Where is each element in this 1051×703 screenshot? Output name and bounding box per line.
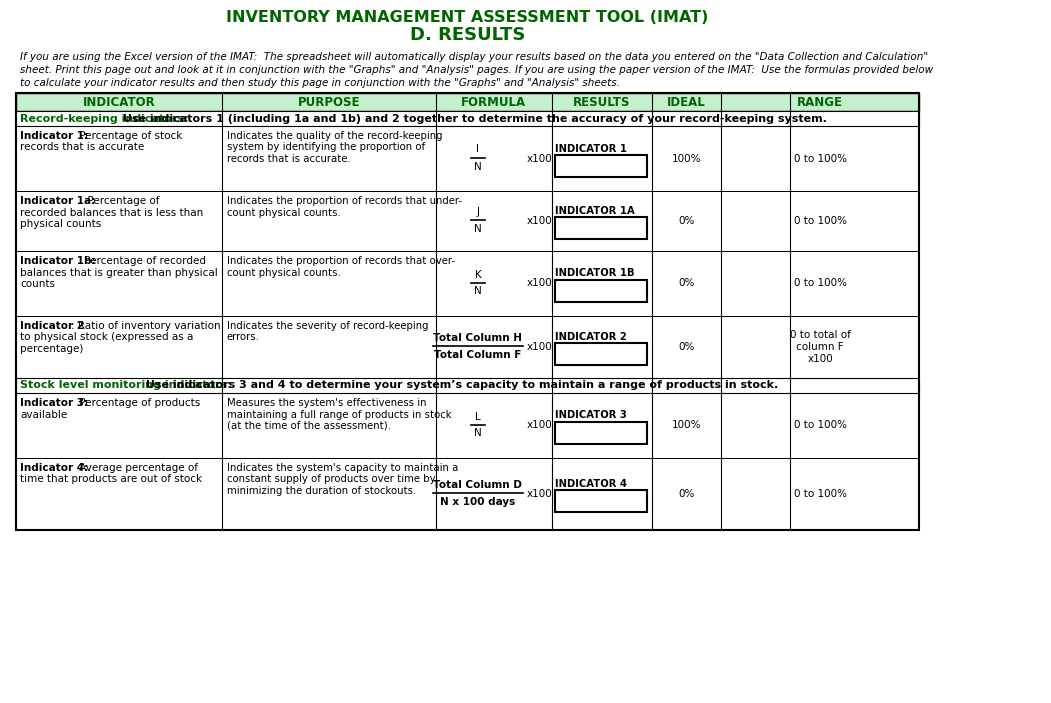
Text: system by identifying the proportion of: system by identifying the proportion of	[227, 143, 425, 153]
Text: Indicator 1a:: Indicator 1a:	[20, 196, 96, 206]
Text: INDICATOR 4: INDICATOR 4	[555, 479, 627, 489]
Text: Indicator 4:: Indicator 4:	[20, 463, 88, 473]
Bar	[555, 217, 647, 239]
Text: PURPOSE: PURPOSE	[298, 96, 360, 108]
Text: Record-keeping indicators:: Record-keeping indicators:	[20, 113, 188, 124]
Text: records that is accurate: records that is accurate	[20, 143, 145, 153]
Text: : Ratio of inventory variation: : Ratio of inventory variation	[71, 321, 221, 331]
Text: INDICATOR 3: INDICATOR 3	[555, 411, 627, 420]
Bar	[16, 111, 920, 126]
Text: Use indicators 1 (including 1a and 1b) and 2 together to determine the accuracy : Use indicators 1 (including 1a and 1b) a…	[119, 113, 827, 124]
Text: errors.: errors.	[227, 333, 260, 342]
Text: INDICATOR 2: INDICATOR 2	[555, 332, 627, 342]
Text: Total Column H: Total Column H	[433, 333, 522, 343]
Text: physical counts: physical counts	[20, 219, 102, 229]
Text: Total Column D: Total Column D	[433, 480, 522, 490]
Text: 0%: 0%	[678, 342, 695, 352]
Text: Indicates the proportion of records that over-: Indicates the proportion of records that…	[227, 256, 455, 266]
Bar	[555, 490, 647, 512]
Text: INDICATOR 1A: INDICATOR 1A	[555, 206, 635, 216]
Text: If you are using the Excel version of the IMAT:  The spreadsheet will automatica: If you are using the Excel version of th…	[20, 52, 928, 62]
Text: Average percentage of: Average percentage of	[76, 463, 198, 473]
Text: N: N	[474, 287, 481, 297]
Text: 0%: 0%	[678, 216, 695, 226]
Text: records that is accurate.: records that is accurate.	[227, 154, 351, 164]
Text: N x 100 days: N x 100 days	[440, 497, 516, 507]
Text: Stock level monitoring indicators:: Stock level monitoring indicators:	[20, 380, 231, 390]
Text: available: available	[20, 410, 67, 420]
Text: 0 to 100%: 0 to 100%	[794, 278, 847, 288]
Text: Total Column F: Total Column F	[434, 350, 521, 360]
Text: recorded balances that is less than: recorded balances that is less than	[20, 207, 204, 217]
Text: column F: column F	[797, 342, 844, 352]
Text: Indicates the system's capacity to maintain a: Indicates the system's capacity to maint…	[227, 463, 458, 473]
Text: N: N	[474, 224, 481, 234]
Text: 0 to total of: 0 to total of	[789, 330, 850, 340]
Text: Indicates the quality of the record-keeping: Indicates the quality of the record-keep…	[227, 131, 442, 141]
Text: 0%: 0%	[678, 489, 695, 499]
Text: x100: x100	[527, 153, 553, 164]
Text: J: J	[476, 207, 479, 217]
Text: RESULTS: RESULTS	[574, 96, 631, 108]
Bar	[16, 93, 920, 530]
Text: 0 to 100%: 0 to 100%	[794, 489, 847, 499]
Bar	[555, 155, 647, 176]
Text: 0%: 0%	[678, 278, 695, 288]
Text: x100: x100	[527, 278, 553, 288]
Text: Indicator 1b:: Indicator 1b:	[20, 256, 96, 266]
Text: Indicator 2: Indicator 2	[20, 321, 84, 331]
Text: to physical stock (expressed as a: to physical stock (expressed as a	[20, 333, 193, 342]
Text: Indicates the severity of record-keeping: Indicates the severity of record-keeping	[227, 321, 429, 331]
Text: Measures the system's effectiveness in: Measures the system's effectiveness in	[227, 398, 427, 408]
Text: Percentage of recorded: Percentage of recorded	[81, 256, 206, 266]
Text: N: N	[474, 429, 481, 439]
Text: time that products are out of stock: time that products are out of stock	[20, 475, 203, 484]
Text: to calculate your indicator results and then study this page in conjunction with: to calculate your indicator results and …	[20, 78, 619, 88]
Text: INDICATOR 1B: INDICATOR 1B	[555, 269, 635, 278]
Bar	[555, 422, 647, 444]
Text: FORMULA: FORMULA	[461, 96, 527, 108]
Text: Indicates the proportion of records that under-: Indicates the proportion of records that…	[227, 196, 462, 206]
Text: sheet. Print this page out and look at it in conjunction with the "Graphs" and ": sheet. Print this page out and look at i…	[20, 65, 932, 75]
Bar	[16, 378, 920, 393]
Text: count physical counts.: count physical counts.	[227, 207, 341, 217]
Text: 100%: 100%	[672, 153, 701, 164]
Text: count physical counts.: count physical counts.	[227, 268, 341, 278]
Text: x100: x100	[527, 420, 553, 430]
Text: 0 to 100%: 0 to 100%	[794, 216, 847, 226]
Text: Indicator 3:: Indicator 3:	[20, 398, 88, 408]
Bar	[555, 343, 647, 365]
Text: N: N	[474, 162, 481, 172]
Text: RANGE: RANGE	[797, 96, 843, 108]
Text: Percentage of products: Percentage of products	[76, 398, 201, 408]
Text: balances that is greater than physical: balances that is greater than physical	[20, 268, 219, 278]
Text: Percentage of: Percentage of	[81, 196, 159, 206]
Text: x100: x100	[527, 489, 553, 499]
Text: percentage): percentage)	[20, 344, 84, 354]
Text: 0 to 100%: 0 to 100%	[794, 420, 847, 430]
Text: 0 to 100%: 0 to 100%	[794, 153, 847, 164]
Text: x100: x100	[527, 342, 553, 352]
Text: Percentage of stock: Percentage of stock	[76, 131, 183, 141]
Text: counts: counts	[20, 279, 56, 289]
Text: maintaining a full range of products in stock: maintaining a full range of products in …	[227, 410, 452, 420]
Text: 100%: 100%	[672, 420, 701, 430]
Text: x100: x100	[807, 354, 833, 363]
Bar	[16, 93, 920, 111]
Text: L: L	[475, 411, 480, 422]
Text: INDICATOR 1: INDICATOR 1	[555, 143, 627, 153]
Bar	[555, 280, 647, 302]
Text: x100: x100	[527, 216, 553, 226]
Text: I: I	[476, 145, 479, 155]
Text: minimizing the duration of stockouts.: minimizing the duration of stockouts.	[227, 486, 416, 496]
Text: (at the time of the assessment).: (at the time of the assessment).	[227, 421, 391, 431]
Text: INDICATOR: INDICATOR	[83, 96, 156, 108]
Text: Indicator 1:: Indicator 1:	[20, 131, 88, 141]
Text: D. RESULTS: D. RESULTS	[410, 26, 524, 44]
Text: constant supply of products over time by: constant supply of products over time by	[227, 475, 435, 484]
Text: INVENTORY MANAGEMENT ASSESSMENT TOOL (IMAT): INVENTORY MANAGEMENT ASSESSMENT TOOL (IM…	[226, 11, 708, 25]
Text: IDEAL: IDEAL	[667, 96, 706, 108]
Text: Use indicators 3 and 4 to determine your system’s capacity to maintain a range o: Use indicators 3 and 4 to determine your…	[142, 380, 779, 390]
Text: K: K	[475, 269, 481, 280]
